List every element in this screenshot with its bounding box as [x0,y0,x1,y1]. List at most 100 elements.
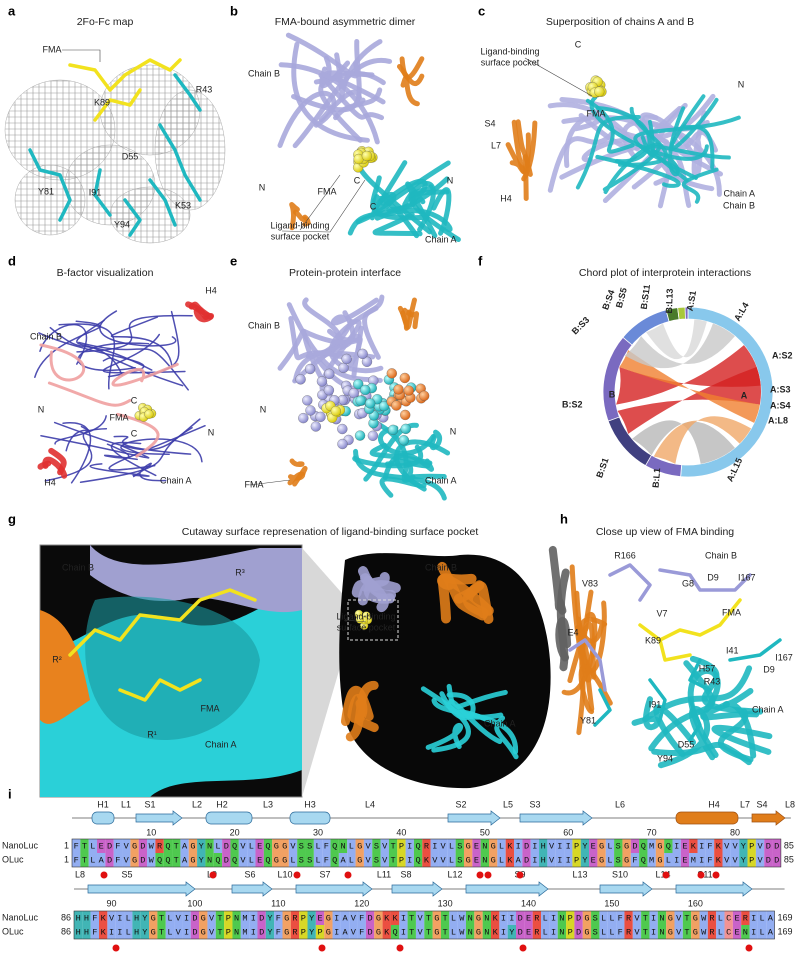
density-mesh [154,89,226,211]
annotation: Y94 [114,219,130,229]
stick-model [728,638,782,662]
residue-cell [130,839,139,853]
stick-model [68,588,257,657]
leader-line [344,619,367,623]
residue-cell [149,925,158,939]
structure-label: H2 [216,799,228,809]
annotation: A:S2 [772,350,793,360]
atom-sphere [338,362,349,374]
panel-title: Protein-protein interface [289,267,401,279]
panel-label: d [8,253,16,268]
residue-cell [138,839,148,853]
ribbon [277,328,334,397]
residue-cell [705,839,715,853]
ribbon [374,208,453,233]
ribbon [689,655,764,715]
ribbon [345,680,379,742]
residue-cell [516,911,525,925]
residue-cell [532,911,542,925]
residue-cell [530,853,540,867]
ribbon [108,424,206,471]
interface-dot [697,871,705,879]
residue-cell [516,925,525,939]
ribbon [711,724,773,755]
residue-cell [647,839,656,853]
residue-cell [647,853,656,867]
residue-cell [390,911,400,925]
residue-cell [707,925,717,939]
residue-cell [274,925,283,939]
residue-cell [591,925,600,939]
residue-cell [155,853,164,867]
panel-label: b [230,3,238,18]
residue-cell [557,925,567,939]
ribbon [62,422,92,484]
residue-cell [390,925,400,939]
residue-cell [582,925,592,939]
residue-cell [397,853,406,867]
residue-cell [399,925,408,939]
residue-cell [455,853,464,867]
residue-cell [290,925,300,939]
residue-cell [97,839,106,853]
leader-line [62,49,101,62]
residue-cell [140,911,150,925]
residue-cell [307,911,316,925]
sequence-end: 85 [784,840,794,850]
ribbon [437,573,477,624]
annotation: I167 [738,572,756,582]
residue-cell [265,925,275,939]
annotation: H4 [500,193,512,203]
atom-sphere [323,385,335,396]
ribbon [548,545,567,615]
residue-cell [664,853,673,867]
annotation: C [575,39,582,49]
interface-dot [396,944,404,952]
annotation: K89 [645,635,661,645]
residue-cell [447,839,456,853]
annotation: N [260,404,267,414]
residue-cell [99,925,108,939]
residue-cell [574,911,583,925]
residue-cell [682,925,692,939]
annotation: B:S11 [639,284,652,310]
residue-cell [324,925,333,939]
residue-cell [72,853,81,867]
residue-cell [524,925,533,939]
annotation: B [609,389,616,399]
atom-sphere [310,421,322,432]
ribbon [360,573,389,613]
residue-cell [655,839,665,853]
residue-cell [691,925,700,939]
residue-cell [224,925,233,939]
residue-cell [247,839,256,853]
residue-cell [732,911,742,925]
strand [751,810,786,826]
residue-cell [207,911,216,925]
residue-cell [313,853,323,867]
ribbon [515,119,533,177]
sequence-name: OLuc [2,926,24,936]
strand [87,881,196,897]
sequence-name: NanoLuc [2,912,39,922]
annotation: N [38,404,45,414]
annotation: I91 [649,699,662,709]
residue-cell [172,839,181,853]
residue-cell [230,839,239,853]
annotation: D55 [678,739,695,749]
ribbon [589,95,709,161]
annotation: I167 [775,652,793,662]
structure-label: L13 [572,869,587,879]
position-number: 30 [313,827,323,837]
sequence-name: NanoLuc [2,840,39,850]
atom-sphere [378,400,390,412]
ribbon [369,442,433,466]
panel-label: a [8,3,16,18]
residue-cell [632,911,642,925]
annotation: C [131,395,138,405]
residue-cell [591,911,600,925]
annotation: surface pocket [481,57,540,67]
residue-cell [772,853,781,867]
residue-cell [472,853,481,867]
stick-model [688,658,712,692]
